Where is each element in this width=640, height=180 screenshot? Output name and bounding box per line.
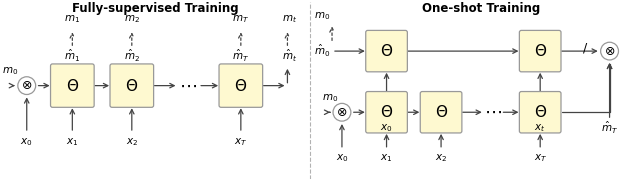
Text: $m_1$: $m_1$ (64, 14, 81, 25)
Text: $\Theta$: $\Theta$ (534, 104, 547, 120)
Text: $m_0$: $m_0$ (322, 93, 338, 104)
Text: $\Theta$: $\Theta$ (125, 78, 138, 94)
Text: $x_0$: $x_0$ (335, 152, 348, 163)
FancyBboxPatch shape (520, 92, 561, 133)
Text: $\otimes$: $\otimes$ (21, 79, 33, 92)
FancyBboxPatch shape (420, 92, 462, 133)
Text: $\Theta$: $\Theta$ (380, 43, 393, 59)
Text: $\hat{m}_T$: $\hat{m}_T$ (232, 48, 250, 64)
Text: $\Theta$: $\Theta$ (380, 104, 393, 120)
Circle shape (18, 77, 36, 94)
Circle shape (333, 103, 351, 121)
Text: $\otimes$: $\otimes$ (604, 45, 615, 58)
Text: $x_2$: $x_2$ (435, 152, 447, 163)
Text: $m_0$: $m_0$ (314, 11, 330, 22)
Text: $\Theta$: $\Theta$ (534, 43, 547, 59)
FancyBboxPatch shape (51, 64, 94, 107)
Text: $x_1$: $x_1$ (66, 136, 79, 148)
Text: $m_T$: $m_T$ (232, 14, 250, 25)
Text: $x_T$: $x_T$ (234, 136, 248, 148)
FancyBboxPatch shape (520, 30, 561, 72)
Text: $m_0$: $m_0$ (2, 65, 18, 77)
Text: One-shot Training: One-shot Training (422, 2, 540, 15)
FancyBboxPatch shape (219, 64, 262, 107)
Text: $m_2$: $m_2$ (124, 14, 140, 25)
FancyBboxPatch shape (365, 30, 408, 72)
Text: $x_T$: $x_T$ (534, 152, 547, 163)
Text: $\Theta$: $\Theta$ (435, 104, 447, 120)
Text: $\hat{m}_2$: $\hat{m}_2$ (124, 48, 140, 64)
Text: $\Theta$: $\Theta$ (66, 78, 79, 94)
Text: $\Theta$: $\Theta$ (234, 78, 248, 94)
FancyBboxPatch shape (110, 64, 154, 107)
Text: $x_t$: $x_t$ (534, 122, 546, 134)
Text: $\hat{m}_1$: $\hat{m}_1$ (64, 48, 81, 64)
Text: $\!/\!\!/$: $\!/\!\!/$ (582, 41, 588, 55)
Text: $x_1$: $x_1$ (380, 152, 393, 163)
Text: $\otimes$: $\otimes$ (336, 106, 348, 119)
Text: $m_t$: $m_t$ (282, 14, 297, 25)
Text: $\hat{m}_t$: $\hat{m}_t$ (282, 48, 297, 64)
Text: $x_0$: $x_0$ (380, 122, 393, 134)
Circle shape (601, 42, 618, 60)
Text: $x_0$: $x_0$ (20, 136, 33, 148)
Text: $\cdots$: $\cdots$ (484, 103, 502, 121)
Text: $\cdots$: $\cdots$ (179, 77, 197, 95)
Text: $\hat{m}_T$: $\hat{m}_T$ (601, 120, 618, 136)
Text: $x_2$: $x_2$ (125, 136, 138, 148)
Text: $\hat{m}_0$: $\hat{m}_0$ (314, 43, 330, 59)
Text: Fully-supervised Training: Fully-supervised Training (72, 2, 239, 15)
FancyBboxPatch shape (365, 92, 408, 133)
